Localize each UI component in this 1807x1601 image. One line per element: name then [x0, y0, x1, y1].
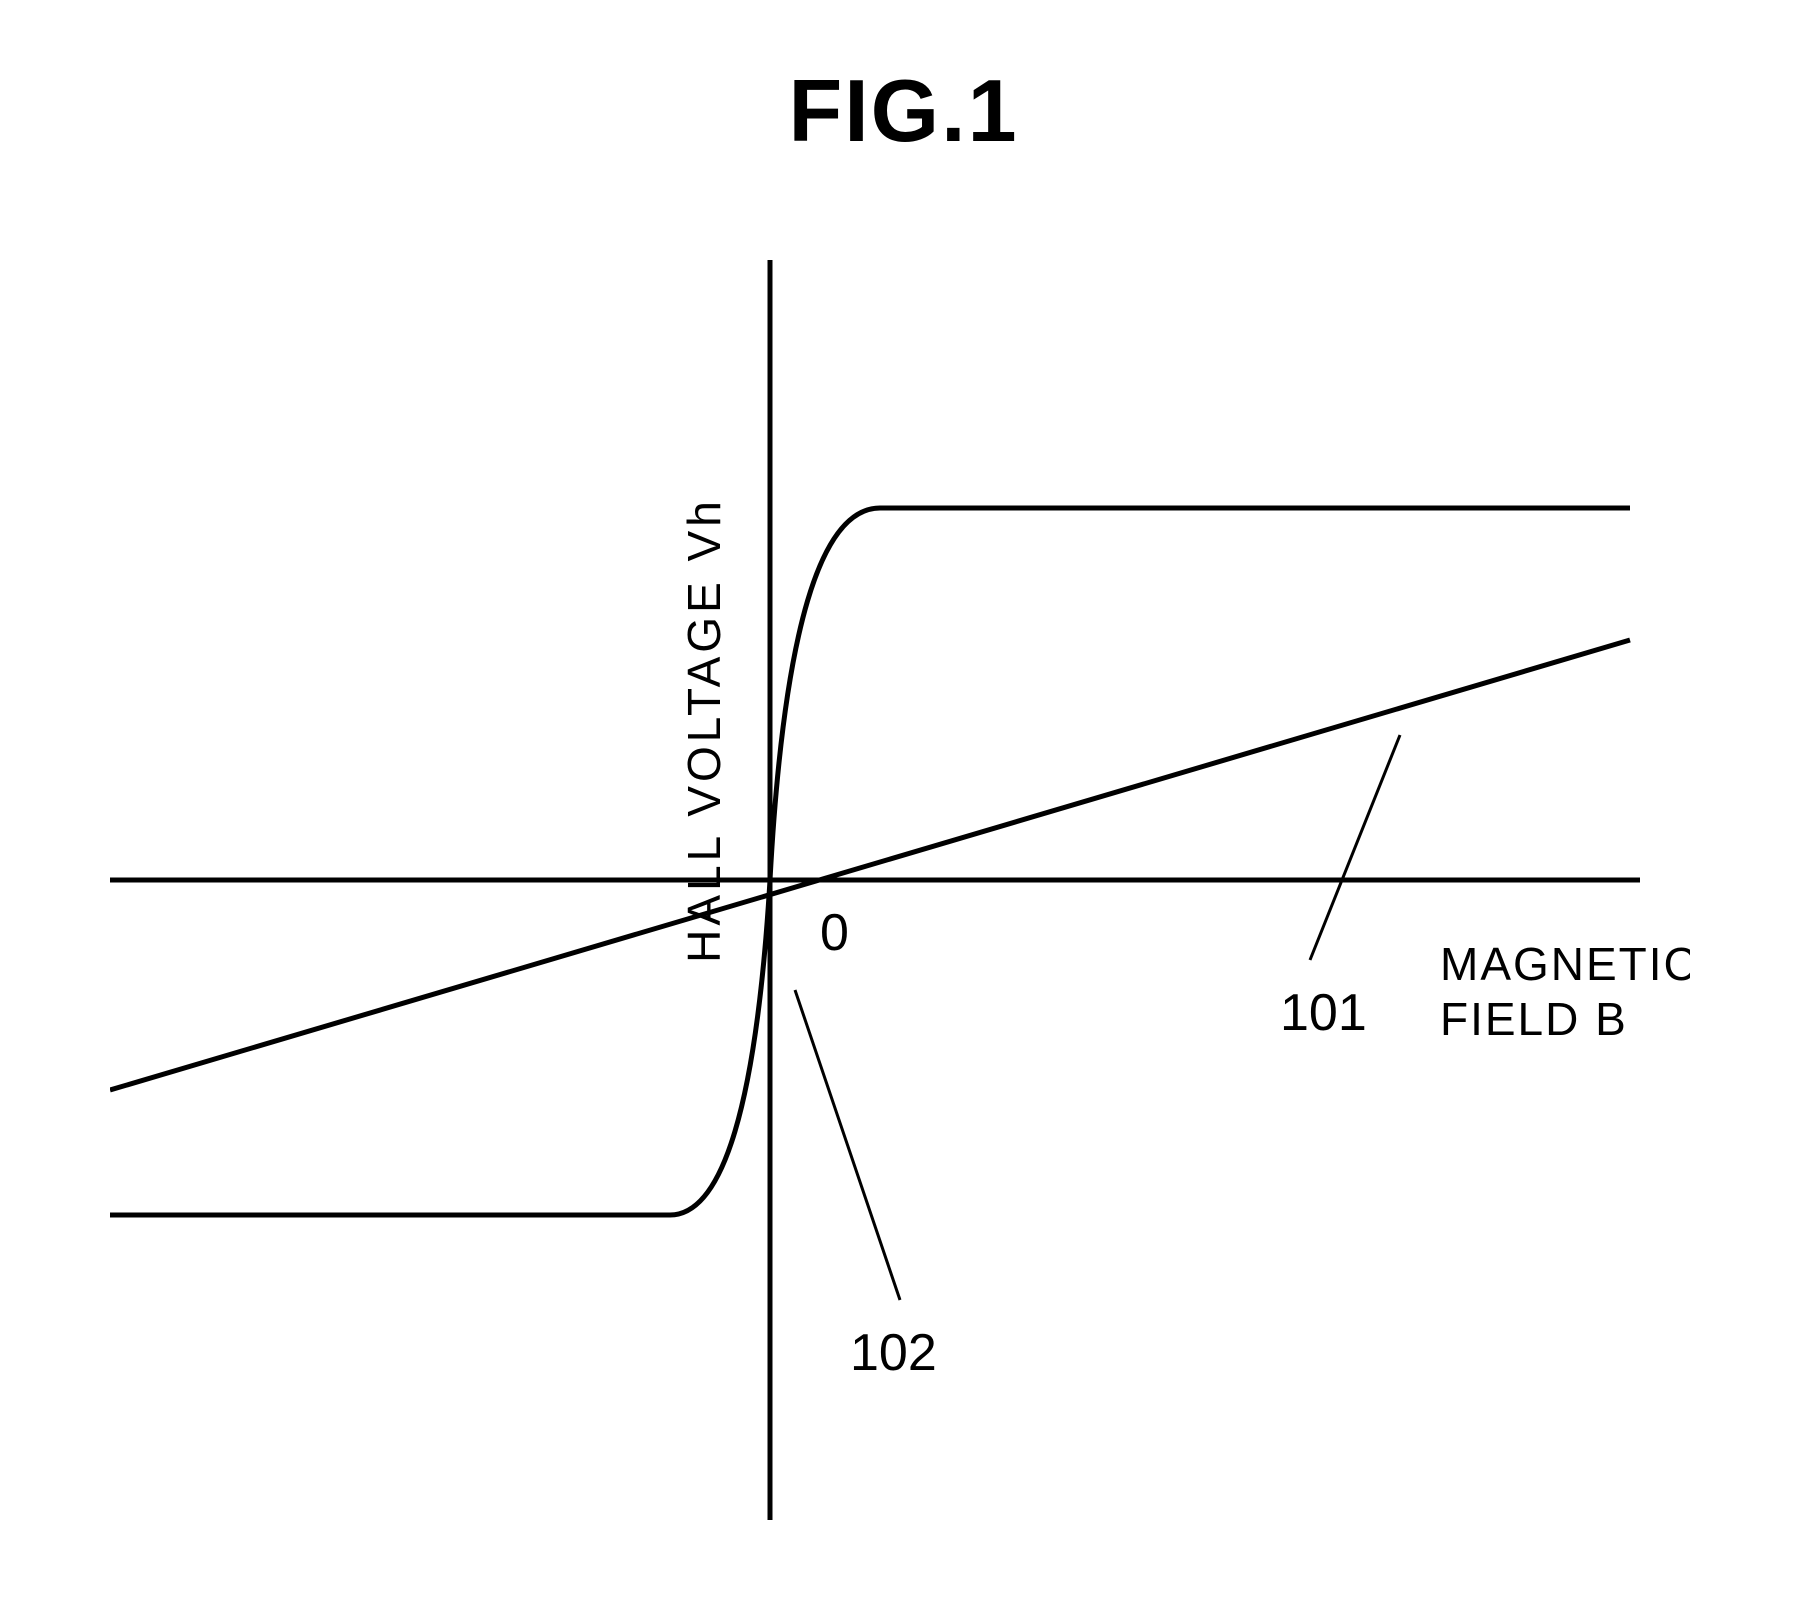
- figure-title: FIG.1: [788, 60, 1018, 162]
- chart-svg: HALL VOLTAGE Vh 0 MAGNETIC FIELD B 101 1…: [110, 260, 1690, 1540]
- curve-label-102: 102: [850, 1324, 937, 1382]
- leader-line-101: [1310, 735, 1400, 960]
- curve-label-101: 101: [1280, 984, 1367, 1042]
- curve-linear-101: [110, 640, 1630, 1090]
- x-axis-label-line1: MAGNETIC: [1440, 938, 1690, 990]
- leader-line-102: [795, 990, 900, 1300]
- y-axis-label: HALL VOLTAGE Vh: [678, 497, 730, 963]
- curve-saturating-102: [110, 508, 1630, 1215]
- hall-voltage-chart: HALL VOLTAGE Vh 0 MAGNETIC FIELD B 101 1…: [110, 260, 1690, 1540]
- origin-label: 0: [820, 904, 849, 962]
- x-axis-label-line2: FIELD B: [1440, 993, 1628, 1045]
